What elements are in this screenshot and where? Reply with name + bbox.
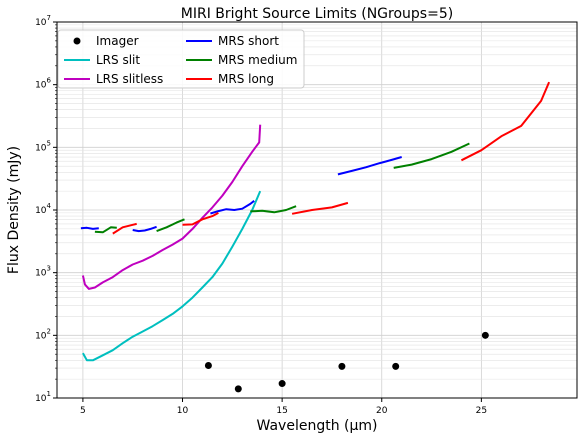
series-mrs-long-segment bbox=[460, 81, 551, 162]
legend-label-mrs-medium: MRS medium bbox=[218, 53, 297, 67]
series-mrs-short-segment bbox=[337, 156, 402, 176]
x-axis-label: Wavelength (μm) bbox=[257, 418, 378, 434]
series-mrs-medium-segment bbox=[94, 226, 117, 234]
x-tick-label: 10 bbox=[177, 406, 189, 416]
series-imager-point bbox=[481, 331, 489, 339]
series-lrs-slit-line bbox=[82, 190, 262, 362]
legend-frame bbox=[57, 29, 305, 89]
y-axis: 101 102 103 104 105 106 107 bbox=[35, 14, 57, 404]
series-mrs-short-segment bbox=[132, 225, 157, 233]
series-imager-point bbox=[392, 362, 400, 370]
legend-label-lrs-slitless: LRS slitless bbox=[96, 72, 163, 86]
legend-label-imager: Imager bbox=[96, 34, 139, 48]
series-mrs-medium-segment bbox=[156, 218, 185, 233]
x-tick-label: 20 bbox=[376, 406, 388, 416]
legend-marker-imager bbox=[73, 37, 81, 45]
y-tick-label: 106 bbox=[35, 77, 51, 91]
legend-label-mrs-long: MRS long bbox=[218, 72, 274, 86]
legend-label-mrs-short: MRS short bbox=[218, 34, 279, 48]
series-mrs-short-segment bbox=[210, 200, 255, 215]
x-tick-label: 5 bbox=[80, 406, 86, 416]
series-imager-point bbox=[278, 380, 286, 388]
series-imager-point bbox=[204, 362, 212, 370]
chart-title: MIRI Bright Source Limits (NGroups=5) bbox=[181, 6, 453, 22]
y-tick-label: 107 bbox=[35, 14, 51, 28]
x-tick-label: 15 bbox=[276, 406, 287, 416]
y-tick-label: 105 bbox=[35, 139, 51, 153]
series-mrs-long-segment bbox=[291, 201, 349, 215]
series-mrs-long-segment bbox=[112, 222, 137, 235]
series-mrs-short-segment bbox=[80, 226, 99, 230]
x-tick-label: 25 bbox=[476, 406, 487, 416]
y-tick-label: 102 bbox=[35, 327, 51, 341]
series-mrs-medium-segment bbox=[250, 205, 297, 214]
legend: Imager LRS slit LRS slitless MRS short MRS m… bbox=[57, 29, 305, 89]
series-mrs-long-segment bbox=[182, 212, 219, 226]
series-layer bbox=[80, 81, 551, 393]
series-imager-point bbox=[338, 362, 346, 370]
legend-label-lrs-slit: LRS slit bbox=[96, 53, 140, 67]
y-axis-label: Flux Density (mJy) bbox=[6, 146, 22, 274]
series-imager-point bbox=[234, 385, 242, 393]
y-tick-label: 103 bbox=[35, 265, 51, 279]
y-tick-label: 101 bbox=[35, 390, 51, 404]
x-axis: 5 10 15 20 25 bbox=[80, 398, 487, 416]
series-lrs-slitless-line bbox=[81, 124, 262, 290]
series-mrs-medium-segment bbox=[393, 142, 470, 169]
y-tick-label: 104 bbox=[35, 202, 51, 216]
